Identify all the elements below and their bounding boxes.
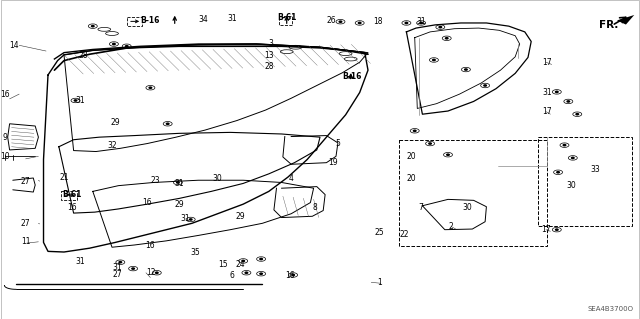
Text: FR.: FR. xyxy=(599,20,618,30)
Text: B-16: B-16 xyxy=(342,72,362,81)
Text: 31: 31 xyxy=(75,96,85,105)
Circle shape xyxy=(433,59,435,61)
Circle shape xyxy=(177,182,179,183)
Text: 16: 16 xyxy=(145,241,156,250)
Text: 12: 12 xyxy=(147,268,156,277)
Text: 14: 14 xyxy=(9,41,19,50)
Text: 31: 31 xyxy=(227,14,237,23)
Circle shape xyxy=(149,87,152,88)
Text: 9: 9 xyxy=(3,133,8,142)
Text: 31: 31 xyxy=(174,179,184,188)
Polygon shape xyxy=(617,15,634,25)
Text: B-61: B-61 xyxy=(62,190,81,199)
Text: 26: 26 xyxy=(326,16,336,25)
Text: 1: 1 xyxy=(377,278,382,287)
Text: 24: 24 xyxy=(235,260,245,269)
Circle shape xyxy=(132,268,134,269)
Text: 4: 4 xyxy=(289,174,294,183)
Circle shape xyxy=(465,69,467,70)
Circle shape xyxy=(556,91,558,93)
Circle shape xyxy=(420,22,422,24)
Text: 30: 30 xyxy=(462,203,472,212)
Text: 18: 18 xyxy=(373,17,382,26)
Circle shape xyxy=(125,46,128,47)
Text: 13: 13 xyxy=(264,51,274,60)
Circle shape xyxy=(242,260,244,262)
Circle shape xyxy=(439,26,442,28)
Circle shape xyxy=(429,143,431,144)
Text: 31: 31 xyxy=(112,263,122,272)
Text: 10: 10 xyxy=(0,152,10,161)
Circle shape xyxy=(339,21,342,22)
Text: SEA4B3700O: SEA4B3700O xyxy=(588,306,634,312)
Text: 19: 19 xyxy=(328,158,338,167)
Text: 21: 21 xyxy=(60,173,68,182)
Text: 6: 6 xyxy=(229,271,234,280)
Text: 16: 16 xyxy=(67,203,77,212)
Circle shape xyxy=(445,38,448,39)
Circle shape xyxy=(556,229,558,230)
Text: 7: 7 xyxy=(418,203,423,212)
Text: 8: 8 xyxy=(312,203,317,212)
Circle shape xyxy=(413,130,416,131)
Text: 29: 29 xyxy=(235,212,245,221)
Circle shape xyxy=(484,85,486,86)
Text: 17: 17 xyxy=(542,107,552,116)
Circle shape xyxy=(119,262,122,263)
Text: 35: 35 xyxy=(190,248,200,256)
Circle shape xyxy=(567,101,570,102)
Text: 31: 31 xyxy=(180,214,191,223)
Text: 5: 5 xyxy=(335,139,340,148)
Circle shape xyxy=(557,172,559,173)
Text: 16: 16 xyxy=(0,90,10,99)
Circle shape xyxy=(358,22,361,24)
Circle shape xyxy=(260,273,262,274)
Circle shape xyxy=(245,272,248,273)
Circle shape xyxy=(563,145,566,146)
Text: 11: 11 xyxy=(21,237,30,246)
Text: 22: 22 xyxy=(400,230,409,239)
Text: 33: 33 xyxy=(590,165,600,174)
Circle shape xyxy=(113,43,115,45)
Text: 17: 17 xyxy=(541,225,551,234)
Text: 32: 32 xyxy=(107,141,117,150)
Text: 29: 29 xyxy=(110,118,120,127)
Circle shape xyxy=(292,274,294,276)
Text: B-16: B-16 xyxy=(141,16,160,25)
Circle shape xyxy=(189,219,192,220)
Text: 20: 20 xyxy=(406,152,417,161)
Text: 20: 20 xyxy=(406,174,417,183)
Circle shape xyxy=(92,26,94,27)
Text: 31: 31 xyxy=(75,257,85,266)
Text: 30: 30 xyxy=(212,174,223,183)
Text: 27: 27 xyxy=(112,270,122,279)
Circle shape xyxy=(447,154,449,155)
Text: 16: 16 xyxy=(142,198,152,207)
Text: 28: 28 xyxy=(264,63,273,71)
Text: 28: 28 xyxy=(79,51,88,60)
Text: 15: 15 xyxy=(218,260,228,269)
Text: 29: 29 xyxy=(174,200,184,209)
Circle shape xyxy=(156,272,158,273)
Text: 27: 27 xyxy=(20,219,31,228)
Circle shape xyxy=(576,114,579,115)
Text: 17: 17 xyxy=(542,58,552,67)
Text: 2: 2 xyxy=(449,222,454,231)
Circle shape xyxy=(74,100,77,101)
Text: 3: 3 xyxy=(268,39,273,48)
Text: 31: 31 xyxy=(542,88,552,97)
Text: 16: 16 xyxy=(285,271,295,280)
Text: 27: 27 xyxy=(20,177,31,186)
Text: 25: 25 xyxy=(374,228,385,237)
Text: 34: 34 xyxy=(198,15,209,24)
Circle shape xyxy=(572,157,574,159)
Text: B-61: B-61 xyxy=(277,13,296,22)
Circle shape xyxy=(166,123,169,124)
Circle shape xyxy=(405,22,408,24)
Text: 30: 30 xyxy=(566,181,577,189)
Text: 23: 23 xyxy=(150,176,161,185)
Circle shape xyxy=(260,258,262,260)
Text: 31: 31 xyxy=(416,17,426,26)
